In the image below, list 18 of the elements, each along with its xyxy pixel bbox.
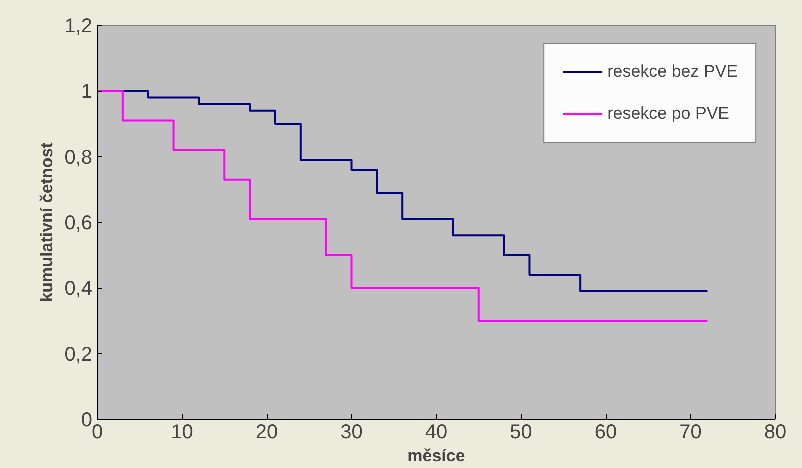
x-axis-title: měsíce (408, 446, 466, 466)
y-axis-title: kumulativní četnost (38, 142, 57, 302)
x-tick-label: 50 (510, 422, 532, 444)
y-tick-label: 1,2 (64, 16, 93, 38)
x-tick-label: 60 (594, 422, 618, 444)
y-tick-label: 0,4 (64, 278, 93, 300)
legend-label: resekce po PVE (608, 104, 730, 124)
y-tick-label: 0,6 (64, 212, 93, 234)
x-tick-label: 80 (764, 422, 787, 444)
y-tick-label: 0,2 (64, 344, 93, 366)
x-tick-label: 40 (425, 422, 448, 444)
x-tick-label: 20 (256, 422, 278, 444)
x-tick-label: 70 (680, 422, 702, 444)
x-tick-label: 30 (340, 422, 363, 444)
x-tick-label: 10 (171, 422, 194, 444)
y-tick-label: 1 (81, 81, 92, 104)
legend-label: resekce bez PVE (608, 62, 738, 82)
y-tick-label: 0,8 (64, 146, 93, 169)
